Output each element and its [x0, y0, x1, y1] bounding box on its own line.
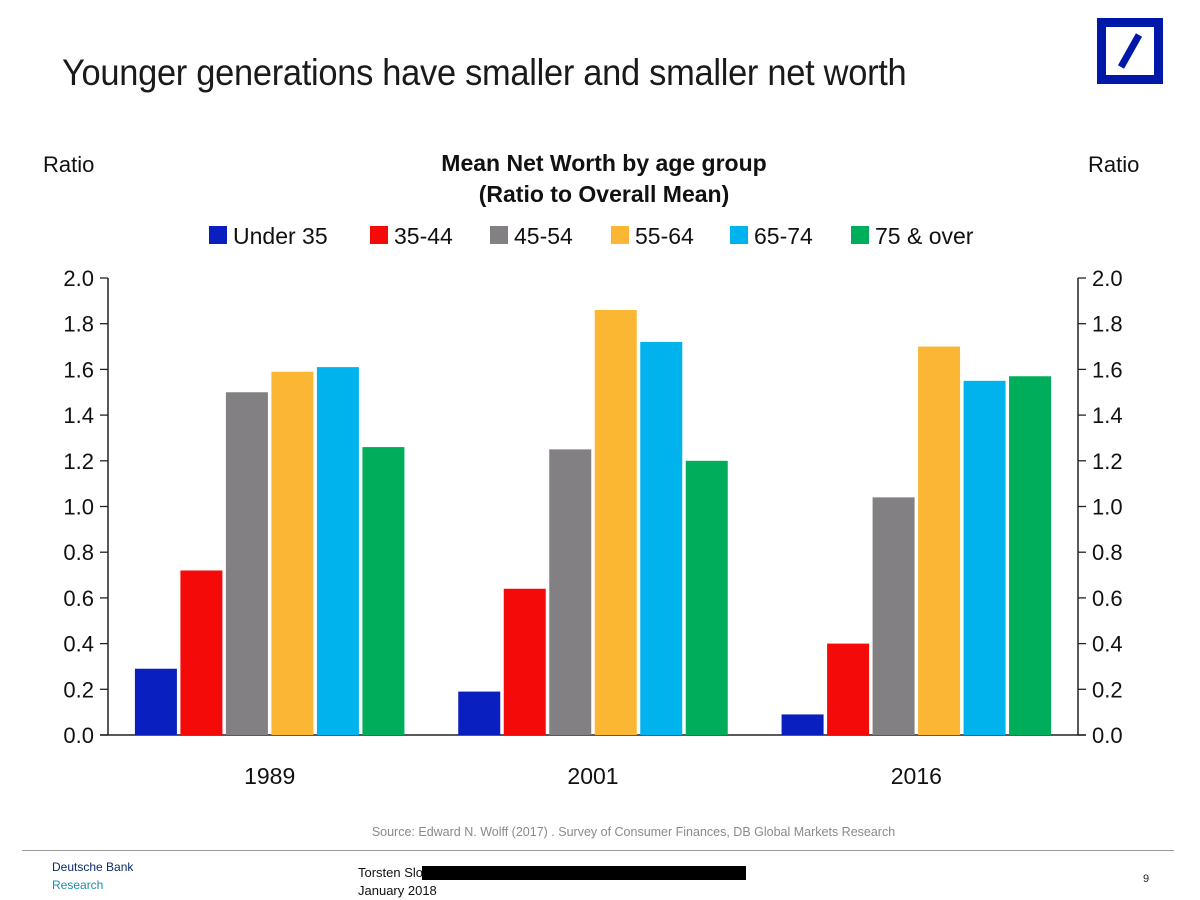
footer-brand-sub: Research [52, 878, 104, 892]
y-axis-label-right: Ratio [1088, 152, 1139, 177]
y-tick-label-left: 1.0 [63, 495, 94, 520]
y-tick-label-left: 2.0 [63, 266, 94, 291]
page-number: 9 [1143, 873, 1150, 885]
bar-2001-65-74 [640, 341, 683, 735]
y-tick-label-left: 1.2 [63, 449, 94, 474]
bar-2001-75-over [685, 460, 728, 735]
legend-swatch [730, 226, 748, 244]
legend-label: 75 & over [875, 223, 974, 249]
y-tick-label-right: 1.0 [1092, 495, 1123, 520]
bar-1989-65-74 [316, 367, 359, 735]
bar-1989-35-44 [180, 570, 223, 735]
y-tick-label-right: 0.2 [1092, 677, 1123, 702]
legend-swatch [490, 226, 508, 244]
source-note: Source: Edward N. Wolff (2017) . Survey … [371, 825, 896, 839]
slide-title: Younger generations have smaller and sma… [62, 52, 907, 93]
y-tick-label-left: 0.2 [63, 677, 94, 702]
legend-label: 55-64 [635, 223, 694, 249]
bar-2016-55-64 [918, 346, 961, 735]
y-tick-label-left: 0.6 [63, 586, 94, 611]
bar-2016-under-35 [781, 714, 824, 735]
legend-label: 65-74 [754, 223, 813, 249]
footer-date: January 2018 [358, 883, 437, 898]
bar-chart: Ratio Ratio Mean Net Worth by age group … [43, 150, 1139, 789]
footer-brand: Deutsche Bank [52, 860, 134, 874]
legend-swatch [370, 226, 388, 244]
bar-2001-under-35 [458, 691, 501, 735]
bar-1989-45-54 [225, 392, 268, 735]
y-tick-label-left: 1.8 [63, 312, 94, 337]
y-tick-label-right: 2.0 [1092, 266, 1123, 291]
legend-swatch [851, 226, 869, 244]
x-tick-label: 2016 [891, 763, 942, 789]
y-tick-label-right: 1.4 [1092, 403, 1123, 428]
legend-swatch [611, 226, 629, 244]
bar-2016-75-over [1009, 376, 1052, 735]
legend: Under 35 35-44 45-54 55-64 65-74 75 & over [209, 223, 974, 249]
x-tick-label: 2001 [567, 763, 618, 789]
y-tick-label-left: 1.4 [63, 403, 94, 428]
y-tick-label-right: 0.8 [1092, 540, 1123, 565]
y-tick-label-right: 1.2 [1092, 449, 1123, 474]
chart-subtitle: (Ratio to Overall Mean) [479, 181, 729, 207]
bar-1989-under-35 [134, 668, 177, 735]
y-tick-label-left: 0.8 [63, 540, 94, 565]
y-tick-label-right: 1.8 [1092, 312, 1123, 337]
y-tick-label-left: 0.0 [63, 723, 94, 748]
bar-2016-45-54 [872, 497, 915, 735]
footer-author: Torsten Slok, [358, 865, 434, 880]
y-tick-label-right: 1.6 [1092, 357, 1123, 382]
bar-1989-55-64 [271, 371, 314, 735]
y-tick-label-right: 0.6 [1092, 586, 1123, 611]
y-tick-label-left: 0.4 [63, 632, 94, 657]
deutsche-bank-logo-icon [1097, 18, 1163, 84]
logo-slash-icon [1117, 33, 1143, 69]
bar-2001-35-44 [503, 588, 546, 735]
y-tick-label-right: 0.0 [1092, 723, 1123, 748]
legend-label: 45-54 [514, 223, 573, 249]
redaction-bar [422, 866, 746, 880]
x-tick-label: 1989 [244, 763, 295, 789]
y-tick-label-right: 0.4 [1092, 632, 1123, 657]
bar-2001-45-54 [549, 449, 592, 735]
y-axis-label-left: Ratio [43, 152, 94, 177]
footer-divider [22, 850, 1174, 851]
legend-swatch [209, 226, 227, 244]
bar-1989-75-over [362, 447, 405, 735]
bar-2016-65-74 [963, 380, 1006, 735]
bars [134, 309, 1052, 735]
y-tick-label-left: 1.6 [63, 357, 94, 382]
bar-2001-55-64 [594, 309, 637, 735]
chart-title: Mean Net Worth by age group [441, 150, 766, 176]
bar-2016-35-44 [827, 643, 870, 735]
x-tick-labels: 1989 2001 2016 [244, 763, 942, 789]
legend-label: Under 35 [233, 223, 328, 249]
legend-label: 35-44 [394, 223, 453, 249]
